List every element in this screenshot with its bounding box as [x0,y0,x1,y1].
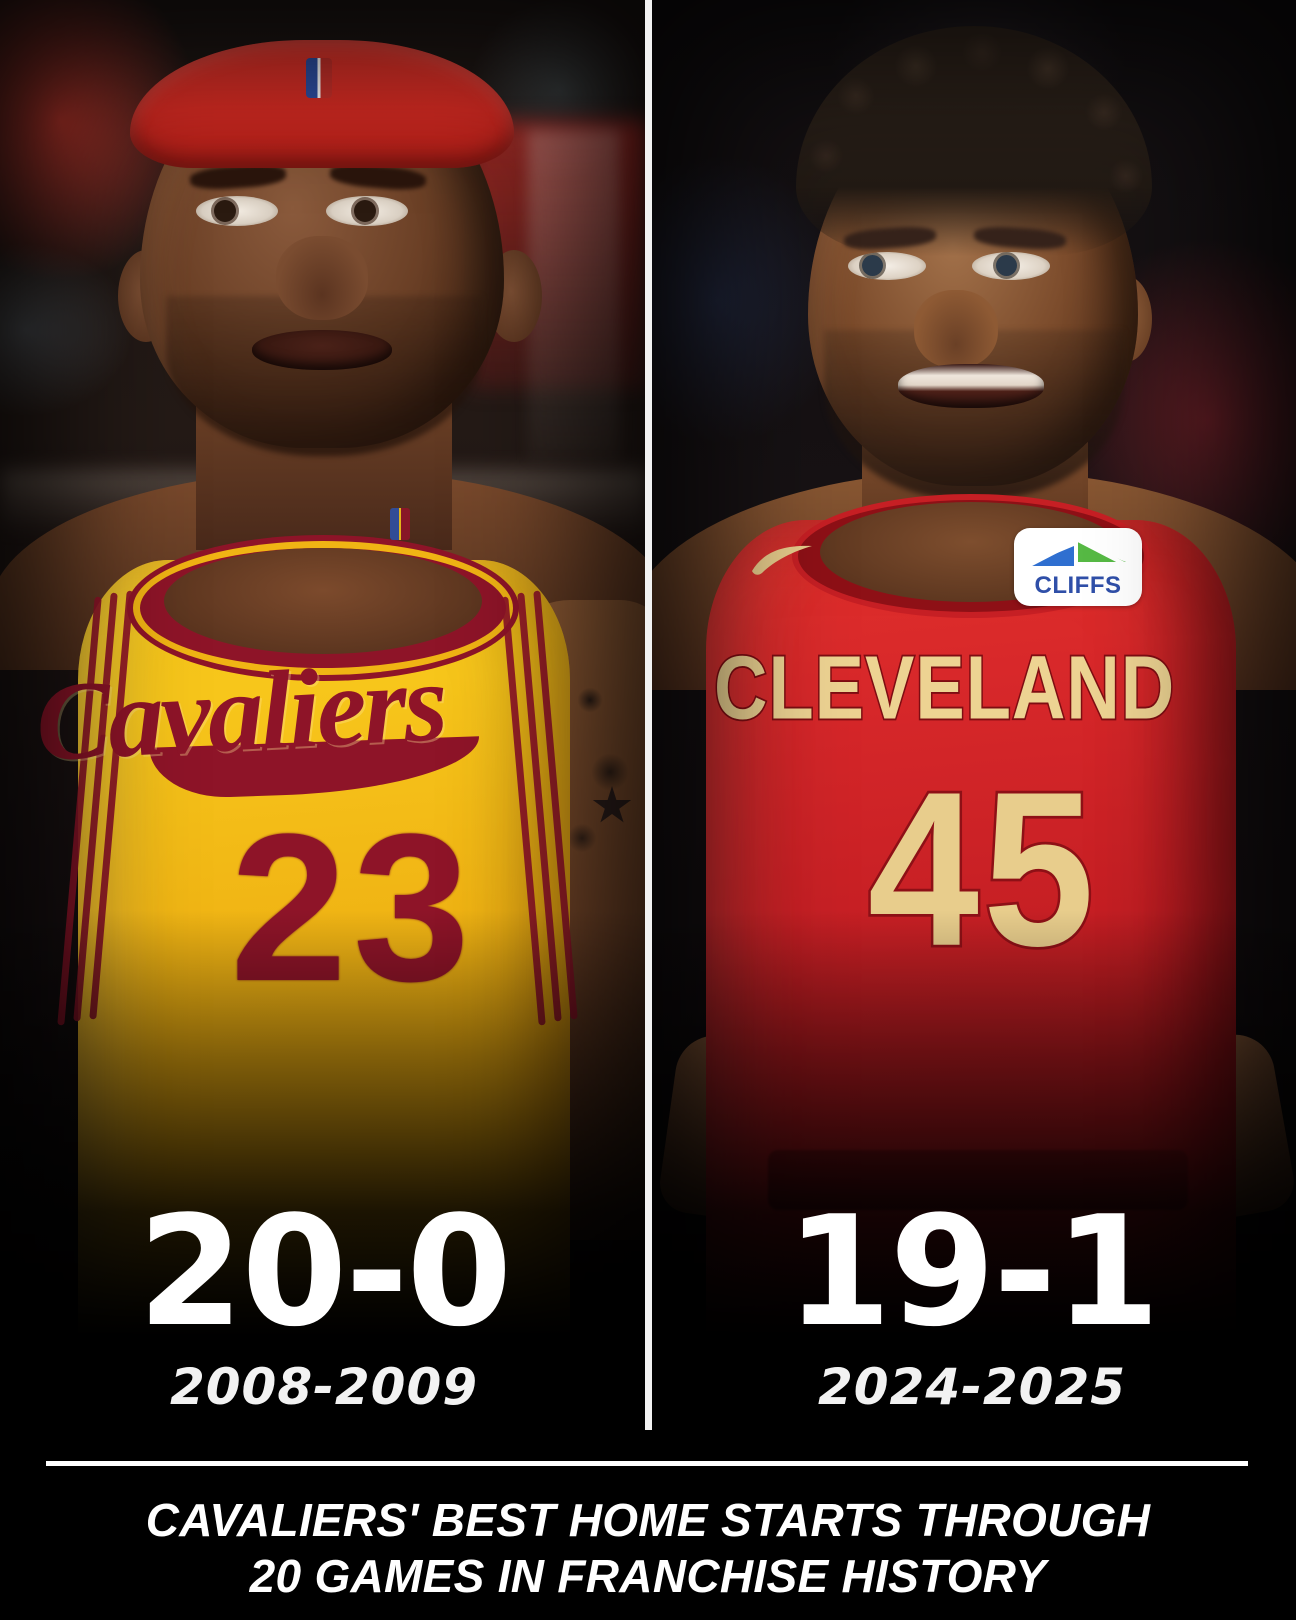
panel-divider [645,0,652,1430]
sponsor-patch-label: CLIFFS [1034,572,1122,599]
stat-block-left: 20-0 2008-2009 [0,1183,648,1417]
player-eye-right [326,196,408,226]
record-left: 20-0 [137,1183,512,1360]
nike-swoosh-icon [752,545,812,575]
bottom-fade-left [0,910,648,1430]
player-nose-right [914,290,998,368]
player-nose-left [276,236,368,320]
pupil-right [354,200,376,222]
footer-divider-rule [46,1461,1248,1466]
player-beard-left [166,296,482,456]
player-photo-mitchell: CLIFFS CLEVELAND 45 [648,0,1296,1430]
player-panel-right: CLIFFS CLEVELAND 45 [648,0,1296,1430]
stat-block-right: 19-1 2024-2025 [648,1183,1296,1417]
pupil-left [214,200,236,222]
footer-caption-line-2: 20 GAMES IN FRANCHISE HISTORY [249,1550,1047,1602]
panel-row: Cavaliers 23 [0,0,1296,1430]
jersey-collar-opening-left [164,548,482,654]
player-mouth-right [898,364,1044,408]
player-eye-right-right-panel [972,252,1050,280]
footer-caption: CAVALIERS' BEST HOME STARTS THROUGH 20 G… [40,1492,1256,1604]
footer-caption-line-1: CAVALIERS' BEST HOME STARTS THROUGH [145,1494,1151,1546]
player-mouth-left [252,330,392,370]
sponsor-patch-cliffs: CLIFFS [1014,528,1142,606]
pupil-left-right-panel [862,255,883,276]
season-left: 2008-2009 [169,1358,479,1416]
cliffs-logo-icon [1023,537,1133,570]
player-eye-left-right-panel [848,252,926,280]
record-right: 19-1 [785,1183,1160,1360]
player-eye-left [196,196,278,226]
team-wordmark-right: CLEVELAND [713,635,1176,740]
player-panel-left: Cavaliers 23 [0,0,648,1430]
arena-net-post [528,130,620,460]
arm-tattoo-icon [556,660,648,900]
pupil-right-right-panel [996,255,1017,276]
nba-jersey-logo-icon [390,508,410,540]
player-photo-lebron: Cavaliers 23 [0,0,648,1430]
nba-logo-icon [306,58,332,98]
season-right: 2024-2025 [817,1358,1127,1416]
bottom-fade-right [648,910,1296,1430]
